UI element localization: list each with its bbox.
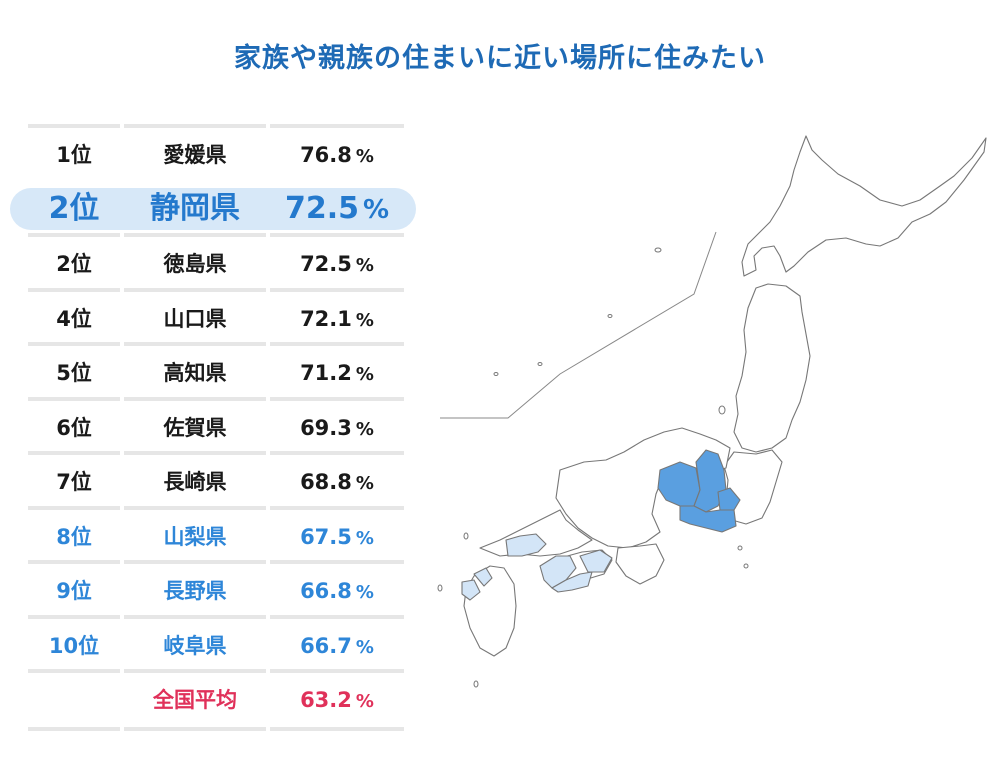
pref-gifu	[657, 461, 701, 507]
value-cell: 68.8%	[300, 470, 374, 494]
value-cell: 66.7%	[300, 633, 374, 658]
prefecture-cell: 長野県	[163, 579, 227, 603]
chart-title: 家族や親族の住まいに近い場所に住みたい	[234, 43, 766, 74]
rank-cell: 5位	[56, 361, 92, 385]
table-row: 8位 山梨県 67.5%	[0, 505, 420, 562]
value-cell: 67.5%	[300, 524, 374, 549]
rank-cell: 2位	[56, 252, 92, 276]
pref-tokushima	[579, 549, 613, 573]
value-cell: 69.3%	[300, 415, 374, 440]
table-bottom-rule	[0, 727, 420, 731]
value-cell: 66.8%	[300, 579, 374, 603]
table-row: 5位 高知県 71.2%	[0, 342, 420, 398]
rank-cell: 7位	[56, 470, 92, 494]
average-label: 全国平均	[153, 688, 237, 712]
table-row: 9位 長野県 66.8%	[0, 560, 420, 616]
table-row: 7位 長崎県 68.8%	[0, 451, 420, 507]
hokkaido	[741, 135, 987, 277]
table-row: 6位 佐賀県 69.3%	[0, 396, 420, 453]
pref-yamaguchi	[505, 533, 547, 557]
pref-yamanashi	[717, 487, 741, 511]
value-cell: 72.5%	[300, 252, 374, 276]
prefecture-cell: 愛媛県	[163, 143, 227, 167]
prefecture-cell: 山口県	[163, 306, 227, 331]
pref-saga	[473, 567, 493, 587]
table-row-average: 全国平均 63.2%	[0, 669, 420, 725]
highlight-pill	[10, 187, 416, 230]
rank-cell: 2位	[48, 190, 100, 226]
rank-cell: 6位	[56, 415, 92, 440]
value-cell: 72.5%	[284, 190, 390, 226]
rank-cell: 9位	[56, 579, 92, 603]
prefecture-cell: 山梨県	[163, 524, 227, 549]
pref-shizuoka	[679, 505, 737, 533]
tohoku	[733, 283, 811, 453]
prefecture-cell: 高知県	[163, 361, 227, 385]
table-row: 10位 岐阜県 66.7%	[0, 614, 420, 671]
inset-divider	[440, 231, 717, 419]
prefecture-cell: 岐阜県	[163, 633, 227, 658]
rank-cell: 1位	[56, 143, 92, 167]
table-row: 4位 山口県 72.1%	[0, 287, 420, 344]
table-row: 1位 愛媛県 76.8%	[0, 124, 420, 180]
rank-cell: 8位	[56, 524, 92, 549]
table-row: 2位 静岡県 72.5%	[0, 181, 420, 235]
rank-cell: 4位	[56, 306, 92, 331]
prefecture-cell: 長崎県	[163, 470, 227, 494]
pref-nagasaki	[461, 579, 481, 601]
table-row: 2位 徳島県 72.5%	[0, 233, 420, 289]
pref-kochi	[551, 571, 593, 593]
kanto	[723, 449, 783, 525]
prefecture-cell: 佐賀県	[163, 415, 227, 440]
prefecture-cell: 徳島県	[163, 252, 227, 276]
rank-cell: 10位	[48, 633, 100, 658]
value-cell: 76.8%	[300, 143, 374, 167]
value-cell: 72.1%	[300, 306, 374, 331]
kii	[615, 543, 665, 585]
value-cell: 71.2%	[300, 361, 374, 385]
pref-ehime	[539, 555, 577, 589]
prefecture-cell: 静岡県	[150, 190, 240, 226]
average-value: 63.2%	[300, 688, 374, 712]
